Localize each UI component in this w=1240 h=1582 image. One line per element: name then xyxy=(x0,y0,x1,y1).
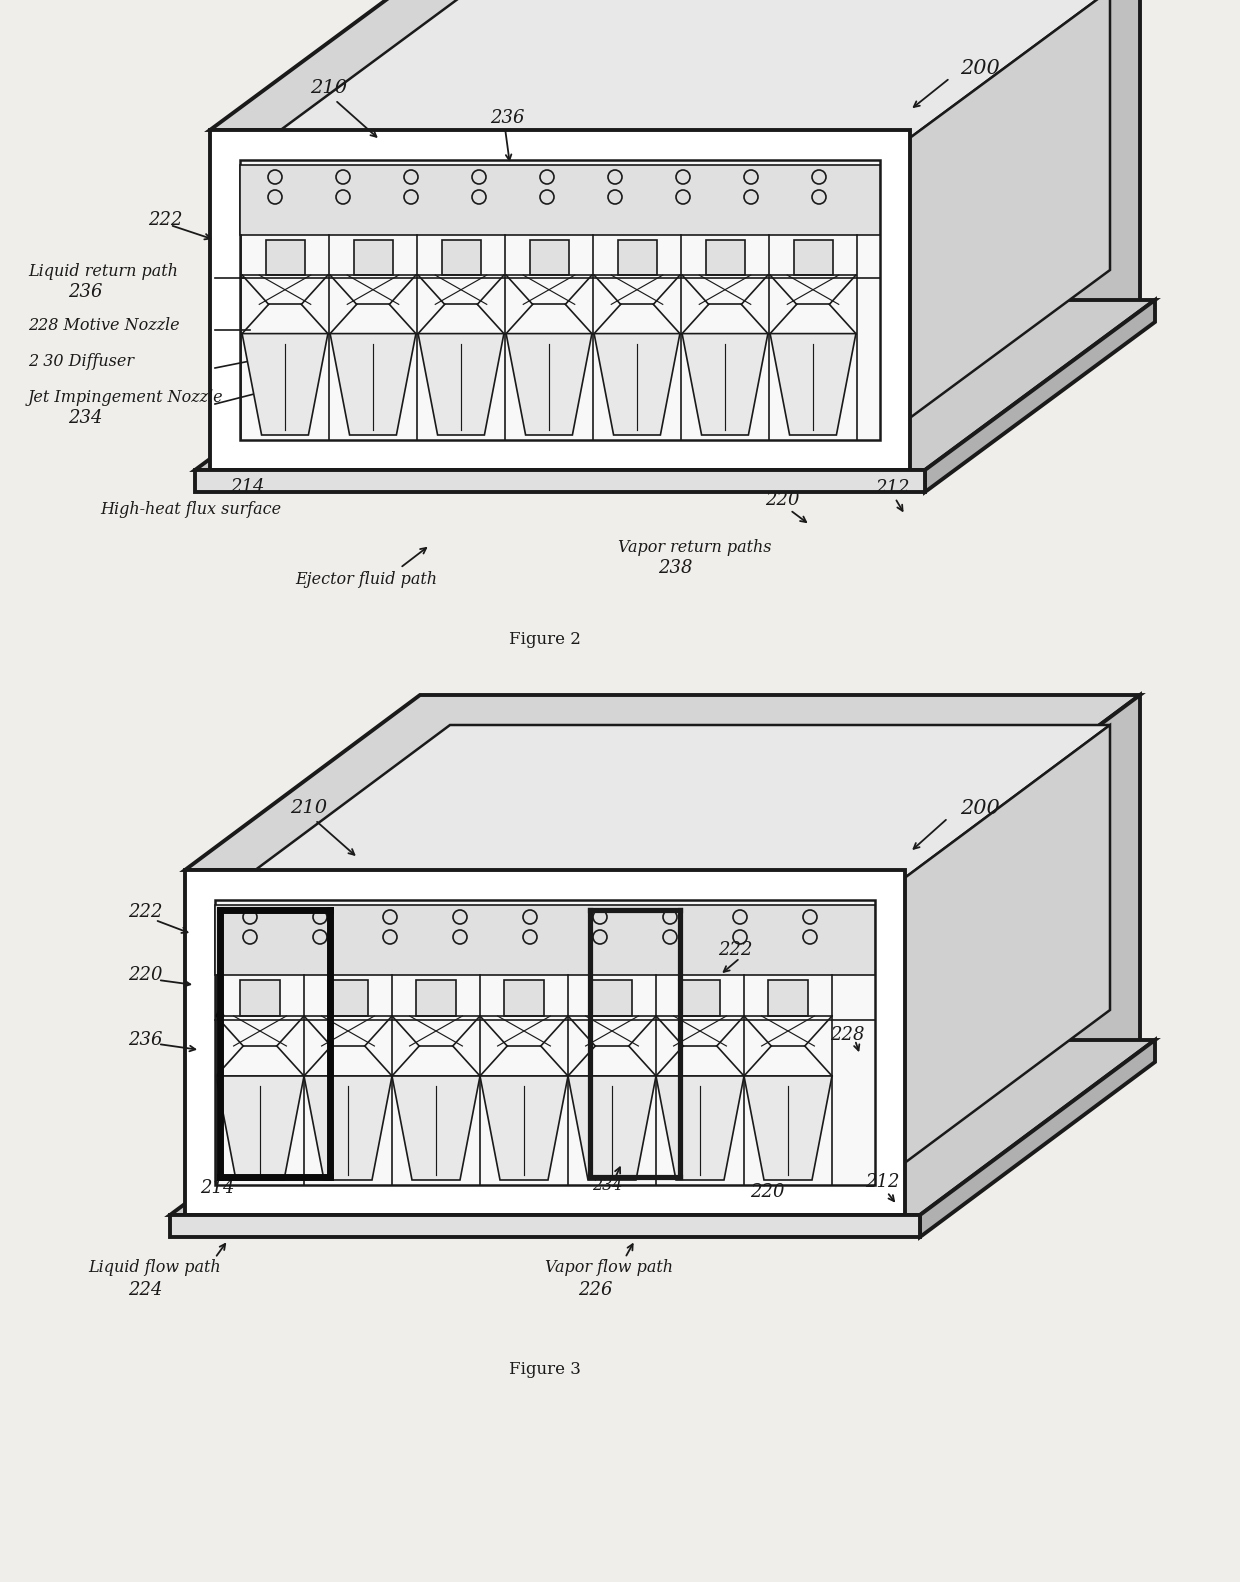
Polygon shape xyxy=(910,0,1140,470)
Polygon shape xyxy=(770,334,856,435)
Text: 226: 226 xyxy=(578,1281,613,1299)
Polygon shape xyxy=(241,160,880,440)
Text: 200: 200 xyxy=(960,799,999,818)
Polygon shape xyxy=(568,1076,656,1180)
Bar xyxy=(529,240,568,275)
Text: 210: 210 xyxy=(310,79,347,97)
Bar xyxy=(503,979,544,1016)
Polygon shape xyxy=(185,694,1140,870)
Bar xyxy=(241,165,880,236)
Polygon shape xyxy=(656,1076,744,1180)
Text: Liquid flow path: Liquid flow path xyxy=(88,1259,221,1277)
Bar xyxy=(706,240,744,275)
Text: 200: 200 xyxy=(960,59,999,78)
Text: High-heat flux surface: High-heat flux surface xyxy=(100,501,281,519)
Text: Jet Impingement Nozzle: Jet Impingement Nozzle xyxy=(29,389,223,407)
Text: Figure 3: Figure 3 xyxy=(510,1362,580,1378)
Text: 210: 210 xyxy=(290,799,327,816)
Text: Vapor flow path: Vapor flow path xyxy=(546,1259,673,1277)
Polygon shape xyxy=(170,1039,1154,1215)
Bar xyxy=(768,979,808,1016)
Polygon shape xyxy=(875,725,1110,1185)
Polygon shape xyxy=(905,694,1140,1215)
Text: 238: 238 xyxy=(658,558,692,577)
Polygon shape xyxy=(215,725,1110,900)
Polygon shape xyxy=(215,900,875,1185)
Text: 224: 224 xyxy=(128,1281,162,1299)
Text: 220: 220 xyxy=(750,1183,785,1201)
Polygon shape xyxy=(304,1076,392,1180)
Text: Vapor return paths: Vapor return paths xyxy=(618,539,771,557)
Text: Liquid return path: Liquid return path xyxy=(29,264,177,280)
Polygon shape xyxy=(241,0,1110,160)
Polygon shape xyxy=(506,334,591,435)
Polygon shape xyxy=(210,0,1140,130)
Bar xyxy=(265,240,305,275)
Bar xyxy=(591,979,632,1016)
Polygon shape xyxy=(210,130,910,470)
Polygon shape xyxy=(480,1076,568,1180)
Polygon shape xyxy=(195,301,1154,470)
Bar xyxy=(353,240,393,275)
Text: 220: 220 xyxy=(765,490,800,509)
Polygon shape xyxy=(170,1215,920,1237)
Polygon shape xyxy=(242,334,327,435)
Text: 214: 214 xyxy=(229,478,264,497)
Polygon shape xyxy=(330,334,415,435)
Text: 222: 222 xyxy=(718,941,753,959)
Text: 2 30 Diffuser: 2 30 Diffuser xyxy=(29,353,134,370)
Bar xyxy=(415,979,456,1016)
Bar xyxy=(618,240,656,275)
Polygon shape xyxy=(216,1076,304,1180)
Text: 234: 234 xyxy=(68,410,103,427)
Text: 236: 236 xyxy=(128,1031,162,1049)
Text: 220: 220 xyxy=(128,967,162,984)
Text: 212: 212 xyxy=(866,1172,899,1191)
Text: 234: 234 xyxy=(591,1177,622,1193)
Text: 212: 212 xyxy=(875,479,909,497)
Text: 236: 236 xyxy=(68,283,103,301)
Text: Ejector fluid path: Ejector fluid path xyxy=(295,571,436,589)
Bar xyxy=(241,979,280,1016)
Text: 214: 214 xyxy=(200,1179,234,1198)
Text: 222: 222 xyxy=(128,903,162,921)
Text: 236: 236 xyxy=(490,109,525,127)
Polygon shape xyxy=(682,334,768,435)
Polygon shape xyxy=(920,1039,1154,1237)
Polygon shape xyxy=(925,301,1154,492)
Polygon shape xyxy=(392,1076,480,1180)
Text: 228: 228 xyxy=(830,1027,864,1044)
Polygon shape xyxy=(594,334,680,435)
Text: Figure 2: Figure 2 xyxy=(510,631,580,649)
Bar xyxy=(215,905,875,975)
Polygon shape xyxy=(195,470,925,492)
Text: 222: 222 xyxy=(148,210,182,229)
Polygon shape xyxy=(880,0,1110,440)
Polygon shape xyxy=(185,870,905,1215)
Bar xyxy=(794,240,832,275)
Bar xyxy=(441,240,481,275)
Polygon shape xyxy=(744,1076,832,1180)
Bar xyxy=(329,979,368,1016)
Text: 228 Motive Nozzle: 228 Motive Nozzle xyxy=(29,316,180,334)
Bar xyxy=(680,979,720,1016)
Polygon shape xyxy=(418,334,503,435)
